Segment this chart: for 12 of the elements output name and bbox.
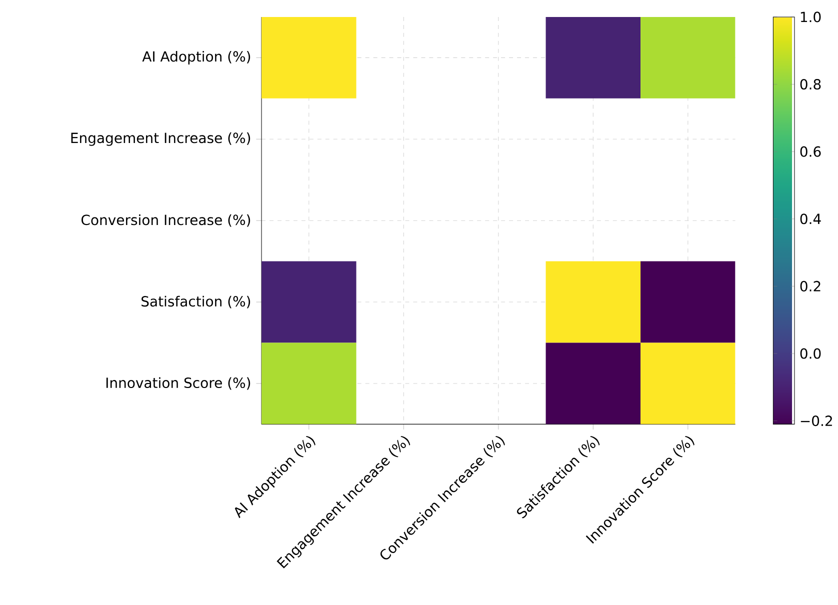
color-bar-label: 0.2 <box>800 280 820 292</box>
y-tick-label: Engagement Increase (%) <box>71 132 250 146</box>
color-bar-label: 0.8 <box>800 79 821 90</box>
y-tick-label: Conversion Increase (%) <box>82 214 250 227</box>
color-bar-label: 0.0 <box>800 348 821 359</box>
color-bar-label: −0.2 <box>800 416 832 426</box>
y-tick-label: Innovation Score (%) <box>106 377 250 390</box>
y-tick-label: Satisfaction (%) <box>142 296 250 308</box>
y-tick-label: AI Adoption (%) <box>142 51 250 65</box>
color-bar-label: 1.0 <box>800 12 821 22</box>
color-bar-label: 0.4 <box>800 214 821 224</box>
color-bar-label: 0.6 <box>800 146 821 157</box>
